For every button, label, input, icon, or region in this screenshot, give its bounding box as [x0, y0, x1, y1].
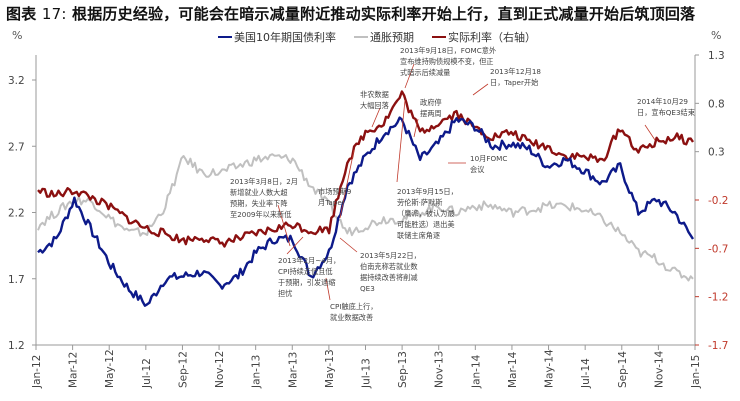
annotation-text: 摆两周: [420, 109, 442, 118]
x-axis-ticks: Jan-12 Mar-12 May-12 Jul-12 Sep-12 Nov-12 Jan-…: [31, 345, 702, 389]
annotation-text: 2013年12月18: [490, 67, 541, 76]
annotation-text: 2013年5月22日，: [360, 251, 421, 260]
right-axis-ticks: -1.7 -1.2 -0.7 -0.2 0.3 0.8 1.3: [695, 50, 729, 352]
legend-item-real-rate: 实际利率（右轴）: [432, 29, 536, 45]
series-line: [37, 90, 694, 248]
x-tick-label: May-13: [324, 349, 336, 388]
annotation-text: 式暗示后续减量: [400, 68, 450, 77]
x-tick-label: May-12: [104, 349, 116, 388]
annotation-text: 伯南克称若就业数: [360, 262, 418, 271]
x-tick-label: Sep-12: [177, 351, 189, 388]
annotation-text: 会议: [470, 165, 484, 174]
legend: 美国10年期国债利率 通胀预期 实际利率（右轴）: [218, 29, 536, 45]
x-tick-label: Sep-13: [397, 351, 409, 388]
annotation-text: 2014年10月29: [637, 97, 688, 106]
annotation-text: 2013年3月8日，2月: [230, 177, 298, 186]
annotation-text: 可能胜选）退出美: [397, 220, 455, 229]
legend-swatch-icon: [218, 36, 232, 38]
chart-title: 图表 17: 根据历史经验，可能会在暗示减量附近推动实际利率开始上行，直到正式减…: [6, 5, 696, 23]
left-tick-label: 1.7: [8, 274, 25, 286]
annotation-text: 联储主席角逐: [397, 231, 440, 240]
series-line: [37, 116, 695, 307]
legend-swatch-icon: [354, 36, 368, 38]
annotation-text: QE3: [360, 284, 375, 293]
annotation-arrows: [277, 63, 656, 301]
x-tick-label: May-14: [544, 349, 556, 388]
x-tick-label: Jan-12: [31, 355, 43, 389]
series-lines: [37, 90, 695, 307]
right-axis-unit: %: [711, 29, 722, 42]
annotation-text: 就业数据改善: [330, 313, 373, 322]
annotation-text: （鹰派，被认为最: [397, 209, 455, 218]
annotation-text: 劳伦斯·萨默斯: [397, 198, 442, 207]
annotation-text: 政府停: [420, 98, 442, 107]
left-axis-unit: %: [12, 29, 23, 42]
x-tick-label: Jul-13: [361, 358, 373, 389]
left-tick-label: 3.2: [8, 75, 25, 87]
x-tick-label: Jan-14: [470, 354, 482, 389]
right-tick-label: 0.3: [708, 147, 725, 159]
annotation-text: 日，Taper开始: [490, 78, 538, 87]
right-tick-label: 0.8: [708, 98, 725, 110]
right-tick-label: -1.2: [708, 292, 729, 304]
annotation-text: 2013年2月~4月，: [278, 256, 340, 265]
right-tick-label: -1.7: [708, 340, 729, 352]
right-tick-label: 1.3: [708, 50, 725, 62]
left-tick-label: 2.2: [8, 208, 25, 220]
x-tick-label: Mar-13: [287, 352, 299, 388]
x-tick-label: Mar-14: [507, 351, 519, 388]
x-tick-label: Jul-12: [141, 358, 153, 389]
left-tick-label: 1.2: [8, 340, 25, 352]
annotation-text: 担忧: [278, 289, 292, 298]
annotation-text: 预期，失业率下降: [230, 199, 288, 208]
annotation-text: 宣布维持购债规模不变，但正: [400, 57, 493, 66]
x-tick-label: Jul-14: [580, 358, 592, 389]
left-tick-label: 2.7: [8, 141, 25, 153]
x-tick-label: Nov-12: [214, 351, 226, 388]
legend-item-inflation: 通胀预期: [354, 29, 414, 45]
annotation-text: 非农数据: [360, 90, 389, 99]
right-tick-label: -0.2: [708, 195, 729, 207]
annotation-text: 月Taper: [318, 198, 345, 207]
right-tick-label: -0.7: [708, 243, 729, 255]
annotation-text: 至2009年以来新低: [230, 210, 291, 219]
annotation-text: 新增就业人数大超: [230, 188, 288, 197]
x-tick-label: Jan-13: [251, 355, 263, 389]
annotation-text: 据持续改善将削减: [360, 273, 418, 282]
x-tick-label: Mar-12: [68, 352, 80, 388]
x-tick-label: Jan-15: [690, 355, 702, 389]
x-tick-label: Sep-14: [617, 351, 629, 388]
annotation-text: 2013年9月15日，: [397, 187, 458, 196]
x-tick-label: Nov-13: [434, 351, 446, 388]
legend-item-treasury: 美国10年期国债利率: [218, 29, 336, 45]
annotation-text: 10月FOMC: [470, 154, 507, 163]
annotation-text: 2013年9月18日，FOMC意外: [400, 46, 496, 55]
annotation-text: 市场预期9: [318, 187, 352, 196]
left-axis-ticks: 1.2 1.7 2.2 2.7 3.2: [8, 75, 36, 352]
annotation-text: 日，宣布QE3结束: [637, 108, 695, 117]
annotation-text: CPI触底上行，: [330, 302, 377, 311]
annotation-text: 于预期，引发通缩: [278, 278, 336, 287]
series-line: [37, 153, 694, 282]
annotation-text: 大幅回落: [360, 101, 389, 110]
x-tick-label: Nov-14: [653, 350, 665, 388]
legend-swatch-icon: [432, 36, 446, 38]
annotation-text: CPI持续走低且低: [278, 267, 333, 276]
